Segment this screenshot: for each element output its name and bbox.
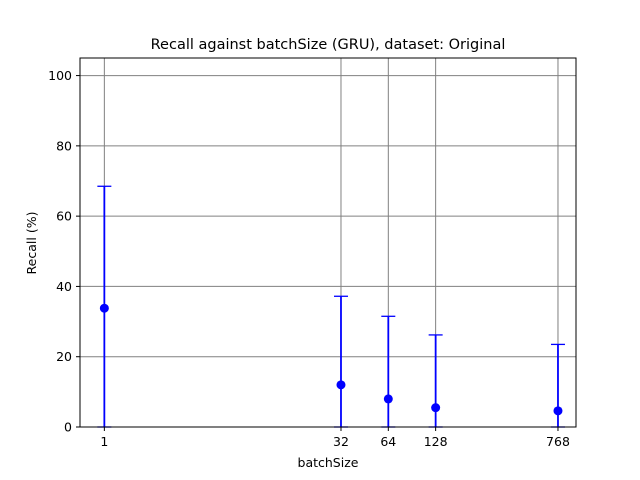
x-axis-label: batchSize [298, 455, 359, 470]
data-point-0 [99, 303, 109, 313]
y-tick-label-2: 40 [56, 279, 72, 294]
x-tick-label-2: 64 [380, 434, 396, 449]
y-tick-label-1: 20 [56, 349, 72, 364]
y-axis-label: Recall (%) [24, 212, 39, 275]
data-point-1 [336, 380, 346, 390]
y-tick-label-0: 0 [64, 420, 72, 435]
x-tick-label-1: 32 [333, 434, 349, 449]
x-tick-label-3: 128 [424, 434, 448, 449]
x-tick-label-4: 768 [546, 434, 570, 449]
data-point-4 [553, 406, 563, 416]
y-tick-label-5: 100 [48, 68, 72, 83]
x-tick-label-0: 1 [100, 434, 108, 449]
data-points [99, 303, 563, 416]
y-tick-label-4: 80 [56, 138, 72, 153]
y-tick-label-3: 60 [56, 209, 72, 224]
data-point-3 [431, 403, 441, 413]
plot-area-frame [79, 57, 577, 428]
chart-title: Recall against batchSize (GRU), dataset:… [151, 37, 506, 53]
data-point-2 [383, 394, 393, 404]
x-axis-ticks: 1 32 64 128 768 [100, 427, 570, 449]
y-axis-ticks: 0 20 40 60 80 100 [48, 68, 80, 435]
